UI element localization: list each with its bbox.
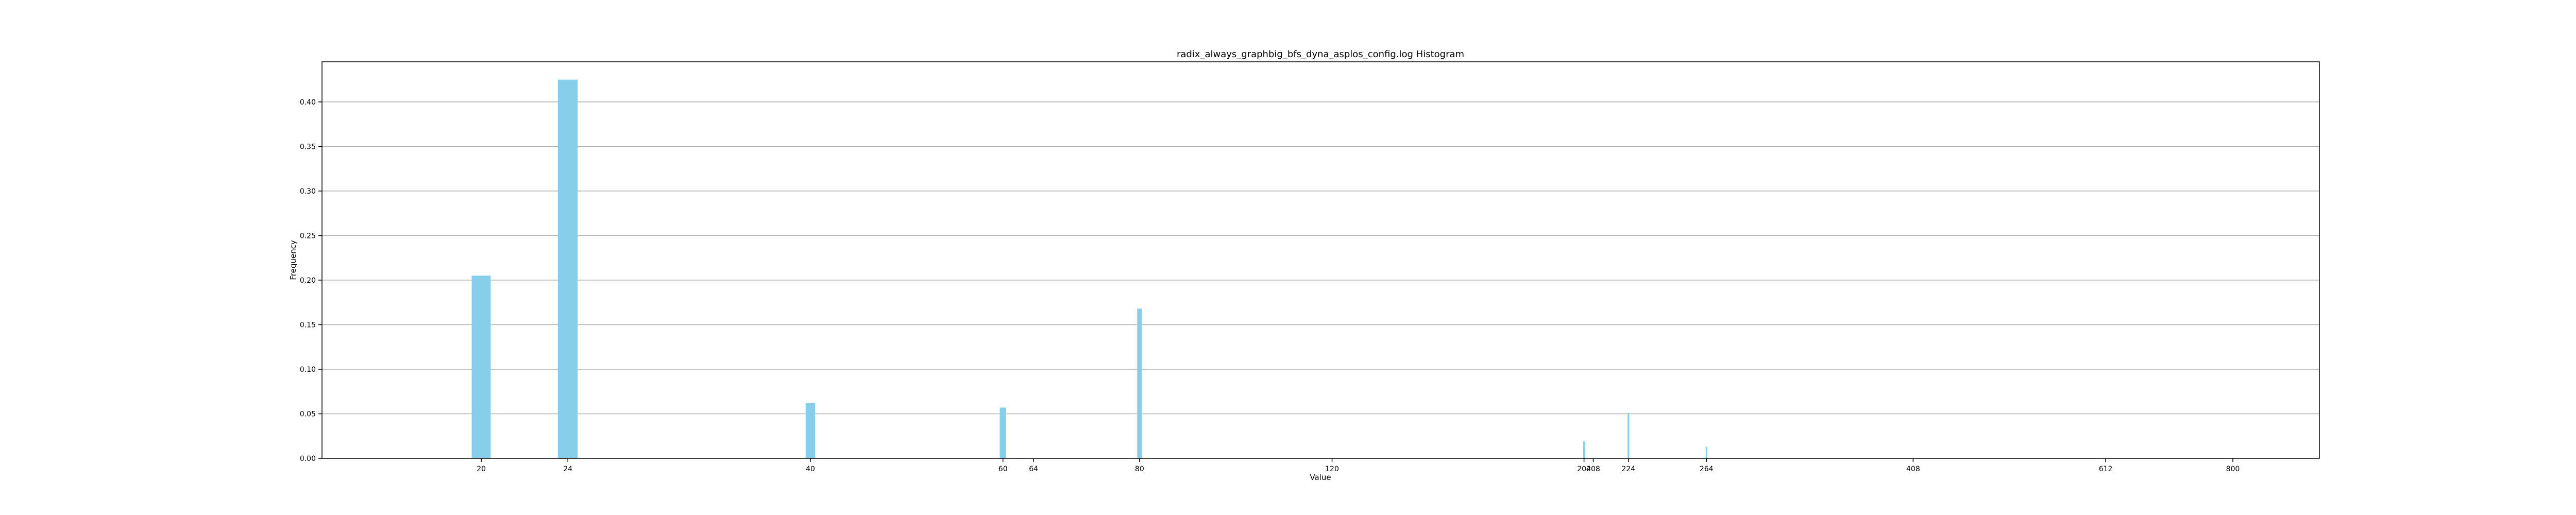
histogram-bar	[1705, 447, 1707, 458]
histogram-bar	[1628, 413, 1630, 458]
y-axis-label: Frequency	[289, 240, 298, 280]
y-tick-label: 0.20	[300, 277, 316, 285]
y-tick-label: 0.25	[300, 232, 316, 240]
x-tick-label: 80	[1135, 465, 1144, 473]
x-tick-label: 24	[563, 465, 572, 473]
y-tick-label: 0.00	[300, 455, 316, 463]
y-tick-label: 0.30	[300, 187, 316, 196]
x-tick-label: 408	[1906, 465, 1920, 473]
x-tick-label: 208	[1586, 465, 1600, 473]
histogram-bar	[999, 407, 1006, 458]
y-tick-label: 0.15	[300, 321, 316, 329]
y-tick-label: 0.05	[300, 410, 316, 418]
bars	[471, 79, 1707, 458]
histogram-bar	[471, 276, 491, 458]
x-axis-label: Value	[1310, 473, 1331, 482]
y-tick-label: 0.10	[300, 366, 316, 374]
x-tick-label: 64	[1029, 465, 1038, 473]
y-axis-ticks: 0.00 0.05 0.10 0.15 0.20 0.25 0.30 0.35 0.40	[300, 98, 322, 463]
x-tick-label: 40	[806, 465, 815, 473]
x-tick-label: 224	[1621, 465, 1635, 473]
grid-lines	[322, 101, 2319, 415]
x-tick-label: 612	[2099, 465, 2113, 473]
y-tick-label: 0.35	[300, 143, 316, 151]
chart-title: radix_always_graphbig_bfs_dyna_asplos_co…	[1177, 49, 1464, 60]
histogram-bar	[1583, 441, 1585, 458]
x-tick-label: 264	[1700, 465, 1714, 473]
histogram-bar	[805, 403, 816, 458]
histogram-bar	[1137, 308, 1142, 458]
y-tick-label: 0.40	[300, 98, 316, 107]
x-tick-label: 120	[1325, 465, 1339, 473]
x-tick-label: 800	[2226, 465, 2240, 473]
x-tick-label: 20	[477, 465, 486, 473]
x-tick-label: 204	[1577, 465, 1591, 473]
x-tick-label: 60	[998, 465, 1008, 473]
axes-frame	[321, 61, 2320, 459]
histogram-bar	[557, 79, 578, 458]
